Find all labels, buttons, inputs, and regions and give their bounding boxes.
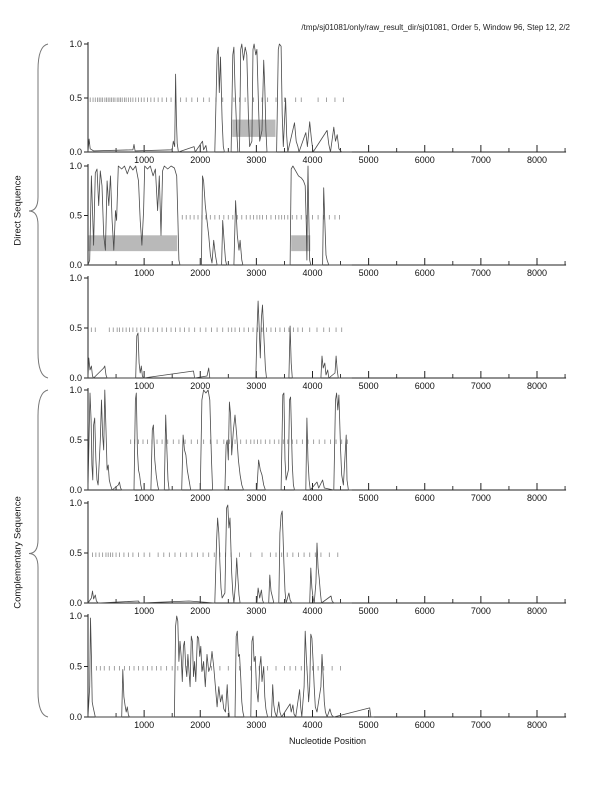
y-tick-label: 0.5 bbox=[69, 435, 82, 445]
y-tick-label: 1.0 bbox=[69, 498, 82, 508]
x-tick-label: 8000 bbox=[527, 381, 547, 391]
panel-direct-frame-2: 0.0 0.5 1.0 1000 2000 3000 4000 5000 6000 7000 800… bbox=[69, 161, 567, 278]
x-tick-label: 7000 bbox=[471, 155, 491, 165]
panel-complementary-frame-3: 0.0 0.5 1.0 1000 2000 3000 4000 5000 6000 7000 800… bbox=[69, 611, 567, 730]
x-tick-label: 7000 bbox=[471, 493, 491, 503]
x-tick-label: 4000 bbox=[302, 268, 322, 278]
group-brace-direct bbox=[28, 43, 49, 379]
page-title: /tmp/sj01081/only/raw_result_dir/sj01081… bbox=[301, 23, 570, 32]
x-tick-label: 7000 bbox=[471, 268, 491, 278]
x-tick-label: 8000 bbox=[527, 606, 547, 616]
x-tick-label: 7000 bbox=[471, 720, 491, 730]
x-tick-label: 6000 bbox=[415, 493, 435, 503]
x-tick-label: 3000 bbox=[246, 381, 266, 391]
y-tick-label: 1.0 bbox=[69, 385, 82, 395]
x-tick-label: 6000 bbox=[415, 381, 435, 391]
x-tick-label: 5000 bbox=[359, 606, 379, 616]
probability-curve bbox=[87, 165, 352, 266]
panel-complementary-frame-2: 0.0 0.5 1.0 1000 2000 3000 4000 5000 6000 7000 800… bbox=[69, 498, 567, 616]
coding-region-bar bbox=[88, 235, 178, 252]
x-tick-label: 1000 bbox=[134, 268, 154, 278]
x-tick-label: 8000 bbox=[527, 268, 547, 278]
x-tick-label: 2000 bbox=[190, 720, 210, 730]
probability-curve bbox=[87, 300, 352, 379]
y-tick-label: 0.5 bbox=[69, 211, 82, 221]
y-tick-label: 0.0 bbox=[69, 373, 82, 383]
x-tick-label: 8000 bbox=[527, 720, 547, 730]
x-tick-label: 4000 bbox=[302, 155, 322, 165]
x-tick-label: 3000 bbox=[246, 155, 266, 165]
y-tick-label: 0.5 bbox=[69, 93, 82, 103]
x-tick-label: 8000 bbox=[527, 155, 547, 165]
x-tick-label: 7000 bbox=[471, 381, 491, 391]
x-tick-label: 5000 bbox=[359, 268, 379, 278]
x-tick-label: 2000 bbox=[190, 493, 210, 503]
x-tick-label: 5000 bbox=[359, 155, 379, 165]
probability-curve bbox=[87, 389, 352, 491]
x-tick-label: 5000 bbox=[359, 493, 379, 503]
x-tick-label: 2000 bbox=[190, 606, 210, 616]
x-tick-label: 3000 bbox=[246, 606, 266, 616]
x-tick-label: 5000 bbox=[359, 720, 379, 730]
x-tick-label: 2000 bbox=[190, 155, 210, 165]
x-tick-label: 6000 bbox=[415, 268, 435, 278]
x-tick-label: 4000 bbox=[302, 493, 322, 503]
y-tick-label: 0.0 bbox=[69, 260, 82, 270]
y-tick-label: 1.0 bbox=[69, 611, 82, 621]
x-tick-label: 4000 bbox=[302, 381, 322, 391]
x-tick-label: 2000 bbox=[190, 268, 210, 278]
y-tick-label: 0.0 bbox=[69, 712, 82, 722]
probability-curve bbox=[87, 615, 375, 718]
x-tick-label: 3000 bbox=[246, 268, 266, 278]
x-tick-label: 7000 bbox=[471, 606, 491, 616]
probability-curve bbox=[87, 504, 352, 604]
y-tick-label: 1.0 bbox=[69, 39, 82, 49]
x-tick-label: 4000 bbox=[302, 720, 322, 730]
y-tick-label: 1.0 bbox=[69, 273, 82, 283]
x-tick-label: 3000 bbox=[246, 720, 266, 730]
group-brace-complementary bbox=[28, 389, 49, 718]
x-tick-label: 8000 bbox=[527, 493, 547, 503]
x-tick-label: 6000 bbox=[415, 720, 435, 730]
x-tick-label: 1000 bbox=[134, 606, 154, 616]
x-tick-label: 6000 bbox=[415, 606, 435, 616]
x-tick-label: 5000 bbox=[359, 381, 379, 391]
panel-direct-frame-1: 0.0 0.5 1.0 1000 2000 3000 4000 5000 6000 7000 800… bbox=[69, 39, 567, 165]
coding-region-bar bbox=[232, 119, 276, 137]
probability-curve bbox=[87, 43, 352, 153]
x-tick-label: 1000 bbox=[134, 493, 154, 503]
x-tick-label: 6000 bbox=[415, 155, 435, 165]
x-tick-label: 1000 bbox=[134, 155, 154, 165]
x-tick-label: 3000 bbox=[246, 493, 266, 503]
y-tick-label: 0.5 bbox=[69, 662, 82, 672]
x-axis-label: Nucleotide Position bbox=[288, 736, 367, 746]
y-tick-label: 0.5 bbox=[69, 548, 82, 558]
y-tick-label: 0.0 bbox=[69, 598, 82, 608]
x-tick-label: 2000 bbox=[190, 381, 210, 391]
coding-region-bar bbox=[291, 235, 311, 252]
y-tick-label: 0.0 bbox=[69, 485, 82, 495]
x-tick-label: 4000 bbox=[302, 606, 322, 616]
panel-direct-frame-3: 0.0 0.5 1.0 1000 2000 3000 4000 5000 6000 7000 800… bbox=[69, 273, 567, 391]
y-tick-label: 1.0 bbox=[69, 161, 82, 171]
x-tick-label: 1000 bbox=[134, 720, 154, 730]
y-tick-label: 0.5 bbox=[69, 323, 82, 333]
x-tick-label: 1000 bbox=[134, 381, 154, 391]
panel-complementary-frame-1: 0.0 0.5 1.0 1000 2000 3000 4000 5000 6000 7000 800… bbox=[69, 385, 567, 503]
y-tick-label: 0.0 bbox=[69, 147, 82, 157]
